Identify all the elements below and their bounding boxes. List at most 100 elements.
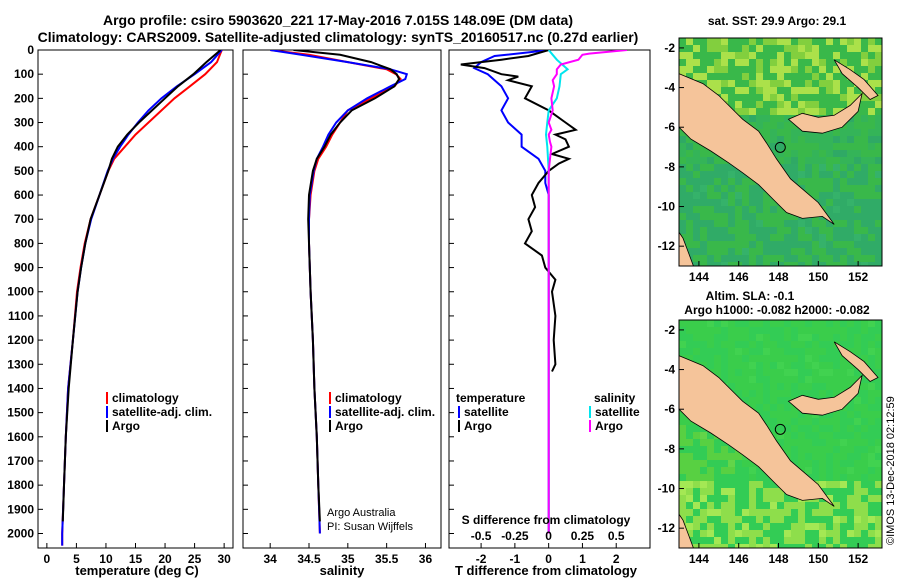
map-y-tick-label: -8 <box>664 160 675 174</box>
map-cell <box>686 523 693 530</box>
map-cell <box>868 397 875 404</box>
map-cell <box>749 544 756 548</box>
map-axis-ticks: 144 146 148 150 152 -2 -4 -6 -8 -10 -12 144 146 148 15… <box>658 41 869 566</box>
sla-map-title: Altim. SLA: -0.1 <box>706 289 795 303</box>
map-cell <box>791 255 798 262</box>
map-cell <box>840 248 847 255</box>
map-cell <box>875 460 882 467</box>
map-cell <box>679 136 686 143</box>
map-cell <box>791 171 798 178</box>
map-cell <box>686 460 693 467</box>
map-cell <box>679 453 686 460</box>
map-cell <box>707 481 714 488</box>
map-cell <box>854 418 861 425</box>
map-cell <box>721 502 728 509</box>
map-cell <box>749 537 756 544</box>
map-cell <box>742 327 749 334</box>
map-cell <box>735 376 742 383</box>
map-cell <box>721 446 728 453</box>
map-cell <box>819 530 826 537</box>
map-cell <box>819 467 826 474</box>
map-cell <box>784 439 791 446</box>
map-cell <box>763 38 770 45</box>
map-cell <box>826 150 833 157</box>
map-cell <box>756 355 763 362</box>
map-cell <box>847 495 854 502</box>
map-cell <box>679 199 686 206</box>
sst-map-title: sat. SST: 29.9 Argo: 29.1 <box>708 14 847 28</box>
map-cell <box>826 544 833 548</box>
map-cell <box>840 516 847 523</box>
sla-map <box>679 320 882 548</box>
map-cell <box>770 94 777 101</box>
map-cell <box>763 227 770 234</box>
map-cell <box>854 474 861 481</box>
map-cell <box>693 213 700 220</box>
y-tick-label: 700 <box>14 212 34 226</box>
map-cell <box>777 108 784 115</box>
map-cell <box>798 516 805 523</box>
map-cell <box>812 327 819 334</box>
map-cell <box>735 383 742 390</box>
map-cell <box>784 334 791 341</box>
map-landmass <box>679 231 694 266</box>
map-cell <box>756 87 763 94</box>
map-cell <box>868 411 875 418</box>
map-cell <box>707 178 714 185</box>
map-cell <box>749 383 756 390</box>
map-cell <box>784 220 791 227</box>
map-cell <box>875 390 882 397</box>
map-cell <box>693 220 700 227</box>
map-cell <box>812 101 819 108</box>
map-cell <box>707 320 714 327</box>
x-tick-label: 34 <box>263 552 277 566</box>
map-cell <box>686 178 693 185</box>
map-cell <box>721 453 728 460</box>
series-line-t-argo <box>460 50 579 372</box>
map-cell <box>756 101 763 108</box>
map-cell <box>679 66 686 73</box>
map-cell <box>847 136 854 143</box>
map-cell <box>714 87 721 94</box>
map-cell <box>854 481 861 488</box>
map-cell <box>840 453 847 460</box>
map-cell <box>770 348 777 355</box>
map-cell <box>763 495 770 502</box>
map-cell <box>707 509 714 516</box>
map-cell <box>763 334 770 341</box>
map-cell <box>714 327 721 334</box>
map-cell <box>777 404 784 411</box>
map-cell <box>826 362 833 369</box>
map-cell <box>791 411 798 418</box>
map-cell <box>679 185 686 192</box>
map-cell <box>826 509 833 516</box>
x-tick-label: 36 <box>419 552 433 566</box>
map-cell <box>847 178 854 185</box>
map-cell <box>728 537 735 544</box>
map-cell <box>812 150 819 157</box>
map-cell <box>805 248 812 255</box>
map-cell <box>770 509 777 516</box>
map-cell <box>686 320 693 327</box>
map-cell <box>798 383 805 390</box>
map-cell <box>700 334 707 341</box>
map-cell <box>742 255 749 262</box>
top-tick-label: 0 <box>545 529 552 543</box>
map-cell <box>742 213 749 220</box>
map-cell <box>791 164 798 171</box>
map-cell <box>840 136 847 143</box>
y-tick-label: 1800 <box>7 478 34 492</box>
map-cell <box>686 171 693 178</box>
x-tick-label: 1 <box>579 552 586 566</box>
map-cell <box>707 220 714 227</box>
map-cell <box>777 390 784 397</box>
map-cell <box>784 241 791 248</box>
map-cell <box>854 488 861 495</box>
map-cell <box>812 255 819 262</box>
map-cell <box>826 143 833 150</box>
map-cell <box>686 66 693 73</box>
argo-position-marker <box>774 423 786 435</box>
top-tick-label: 0.25 <box>571 529 595 543</box>
map-cell <box>812 341 819 348</box>
map-cell <box>861 502 868 509</box>
